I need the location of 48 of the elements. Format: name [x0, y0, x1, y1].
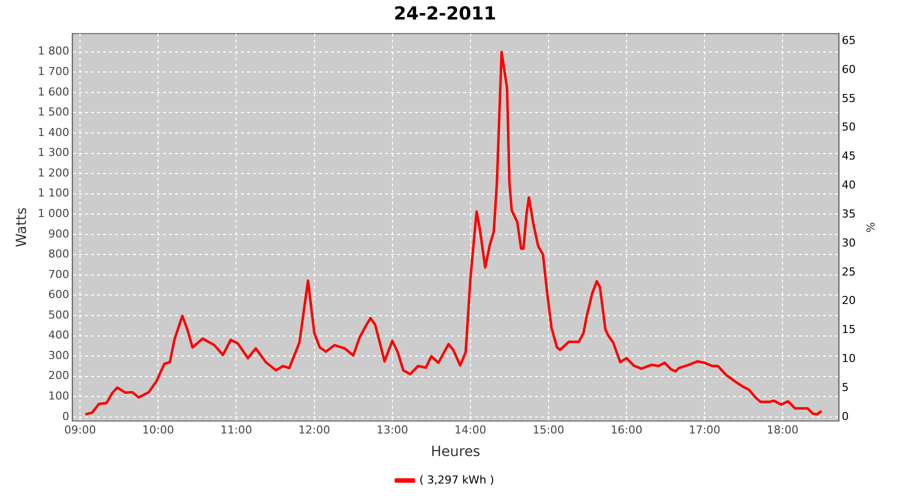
y-tick-label: 300 [48, 348, 70, 362]
y2-tick-label: 35 [842, 207, 856, 220]
x-tick-label: 14:00 [454, 423, 486, 436]
x-tick-label: 11:00 [220, 423, 252, 436]
y-tick-label: 400 [48, 328, 70, 342]
y2-tick-label: 5 [842, 380, 849, 394]
y2-tick-label: 30 [842, 236, 856, 250]
y-tick-label: 0 [62, 410, 70, 423]
y2-tick-label: 15 [842, 323, 856, 336]
x-tick-label: 12:00 [298, 423, 330, 436]
legend-label: ( 3,297 kWh ) [419, 473, 494, 486]
y2-tick-label: 50 [842, 120, 856, 134]
x-tick-label: 09:00 [64, 423, 96, 436]
y-tick-label: 700 [48, 268, 70, 281]
y2-tick-label: 40 [842, 178, 856, 192]
y-tick-label: 200 [48, 369, 70, 382]
y-axis-title: Watts [14, 207, 30, 248]
y-tick-label: 800 [48, 248, 70, 261]
y2-tick-label: 10 [842, 352, 856, 365]
x-tick-label: 16:00 [610, 423, 642, 436]
y2-axis-title: % [864, 222, 877, 233]
y-tick-label: 1 800 [38, 44, 70, 58]
y-tick-label: 1 100 [38, 186, 70, 200]
y-tick-label: 1 000 [38, 206, 70, 220]
y2-tick-label: 25 [842, 265, 856, 278]
x-tick-label: 18:00 [766, 423, 798, 436]
y2-tick-label: 45 [842, 150, 856, 163]
y-tick-label: 1 300 [38, 146, 70, 160]
y2-tick-label: 0 [842, 410, 849, 423]
x-tick-label: 13:00 [376, 423, 408, 436]
x-axis-title: Heures [430, 444, 480, 460]
y2-tick-label: 65 [842, 34, 856, 47]
x-tick-label: 15:00 [532, 423, 564, 436]
y-tick-label: 100 [48, 390, 70, 403]
y-tick-label: 500 [48, 308, 70, 322]
y-tick-label: 600 [48, 288, 70, 302]
y-tick-label: 1 200 [38, 166, 70, 180]
chart-title: 24-2-2011 [394, 3, 496, 24]
y-tick-label: 1 600 [38, 85, 70, 98]
y-tick-label: 1 500 [38, 106, 70, 119]
x-tick-label: 17:00 [688, 423, 720, 436]
x-tick-label: 10:00 [142, 423, 174, 436]
y-tick-label: 900 [48, 227, 70, 240]
y2-tick-label: 55 [842, 92, 856, 105]
y-tick-label: 1 700 [38, 64, 70, 78]
y-tick-label: 1 400 [38, 126, 70, 139]
y2-tick-label: 60 [842, 62, 856, 76]
y2-tick-label: 20 [842, 294, 856, 308]
